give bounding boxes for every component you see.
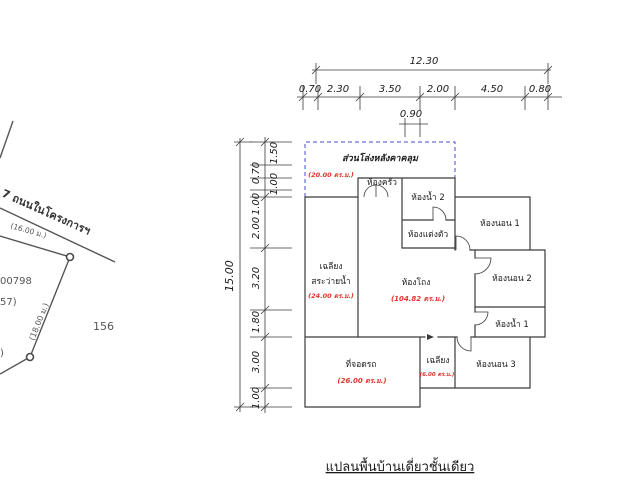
plot-text-fragment: ): [0, 348, 4, 359]
plot-boundary-line: [0, 120, 14, 159]
bathroom-1-door-swing: [474, 311, 489, 326]
depth-segment-label: 1.00: [251, 387, 262, 409]
overall-depth-label: 15.00: [223, 260, 236, 292]
depth-segment-label: 1.50: [269, 142, 280, 164]
bedroom-2-door-swing: [474, 257, 492, 275]
dimension-slash: [260, 305, 270, 315]
dimension-slash: [543, 65, 553, 75]
terrace-label: เฉลียง: [426, 355, 449, 366]
dimension-slash: [260, 383, 270, 393]
building-walls: [304, 141, 546, 408]
kitchen-door-swing: [363, 184, 377, 198]
plot-text-fragment: 57): [0, 297, 17, 308]
depth-segment-label: 3.00: [251, 351, 262, 373]
depth-segment-label: 1.80: [251, 311, 262, 333]
left-dimensions: 15.00 1.50 0.70 1.00 1.00 2.00 3.20 1.80…: [223, 137, 292, 413]
dimension-slash: [235, 137, 245, 147]
dressing-room-label: ห้องแต่งตัว: [408, 229, 449, 240]
room-labels: ส่วนโล่งหลังคาคลุม (20.00 ตร.ม.) ห้องครั…: [308, 152, 532, 385]
bathroom-1-label: ห้องน้ำ 1: [495, 318, 529, 330]
width-segment-label: 2.30: [327, 84, 349, 95]
wall-lines: [304, 177, 546, 408]
kitchen-door-swing: [375, 184, 389, 198]
depth-segment-label: 3.20: [251, 267, 262, 289]
width-segment-label: 2.00: [427, 84, 449, 95]
hall-size: (104.82 ตร.ม.): [391, 295, 445, 303]
deed-number: 00798: [0, 276, 32, 287]
road-edge-line: [0, 207, 116, 263]
entry-arrow-icon: [427, 334, 434, 340]
dimension-slash: [520, 92, 530, 102]
door-width-label: 0.90: [400, 109, 422, 120]
terrace-size: (6.00 ตร.ม.): [420, 372, 455, 378]
covered-open-area-label: ส่วนโล่งหลังคาคลุม: [342, 152, 419, 164]
pool-terrace-label: เฉลียง: [319, 261, 342, 272]
dimension-slash: [260, 192, 270, 202]
plot-front-length: (16.00 ม.): [9, 221, 47, 240]
depth-segment-label: 1.00: [269, 173, 280, 195]
dimension-slash: [543, 92, 553, 102]
width-segment-label: 0.70: [299, 84, 321, 95]
dimension-slash: [260, 402, 270, 412]
covered-open-area-size: (20.00 ตร.ม.): [308, 171, 354, 179]
dimension-slash: [450, 92, 460, 102]
dimension-slash: [260, 137, 270, 147]
carport-size: (26.00 ตร.ม.): [337, 377, 386, 385]
carport-label: ที่จอดรถ: [346, 358, 377, 370]
plot-boundary: [0, 235, 71, 375]
dimension-slash: [415, 92, 425, 102]
pool-terrace-size: (24.00 ตร.ม.): [308, 292, 354, 300]
dimension-slash: [298, 92, 308, 102]
depth-segment-label: 1.00: [251, 193, 262, 215]
land-plot-sketch: 7 ถนนในโครงการฯ (16.00 ม.) (18.00 ม.) 00…: [0, 120, 116, 375]
bathroom-2-door-swing: [432, 206, 447, 221]
dimension-slash: [311, 65, 321, 75]
hall-label: ห้องโถง: [402, 277, 431, 288]
dimension-slash: [260, 332, 270, 342]
plot-corner-marker: [25, 352, 35, 362]
width-segment-label: 4.50: [481, 84, 503, 95]
top-dimensions: 12.30 0.70 2.30 3.50 2.00 4.50 0.80 0.90: [297, 56, 562, 137]
doors: [363, 184, 492, 352]
kitchen-label: ห้องครัว: [367, 177, 397, 188]
pool-terrace-label: สระว่ายน้ำ: [311, 275, 350, 287]
covered-open-area-outline: [304, 141, 456, 197]
bedroom-1-door-swing: [455, 235, 471, 251]
plan-title: แปลนพื้นบ้านเดี่ยวชั้นเดียว: [326, 457, 475, 475]
neighbor-plot-number: 156: [93, 320, 114, 333]
bedroom-1-label: ห้องนอน 1: [480, 218, 520, 229]
overall-width-label: 12.30: [410, 56, 439, 67]
bathroom-2-label: ห้องน้ำ 2: [411, 191, 445, 203]
depth-segment-label: 2.00: [251, 217, 262, 239]
bedroom-3-door-swing: [456, 336, 472, 352]
dimension-slash: [260, 243, 270, 253]
dimension-slash: [313, 92, 323, 102]
width-segment-label: 3.50: [379, 84, 401, 95]
bedroom-3-label: ห้องนอน 3: [476, 359, 516, 370]
depth-segment-label: 0.70: [251, 162, 262, 184]
dimension-slash: [235, 402, 245, 412]
plot-corner-marker: [65, 252, 75, 262]
dimension-slash: [355, 92, 365, 102]
width-segment-label: 0.80: [529, 84, 551, 95]
bedroom-2-label: ห้องนอน 2: [492, 273, 532, 284]
